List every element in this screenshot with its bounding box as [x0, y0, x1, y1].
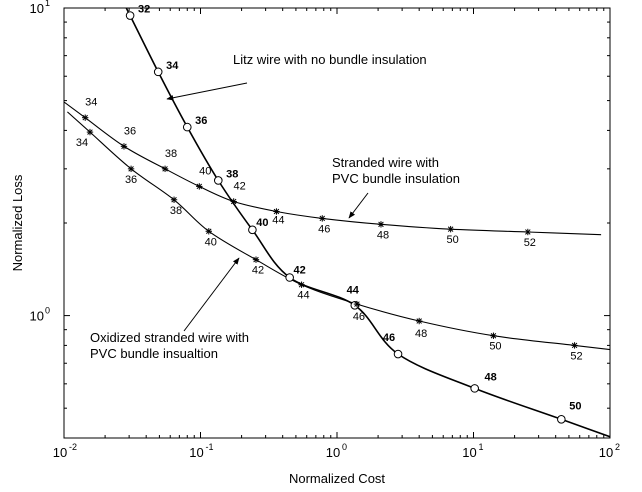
point-label-oxidized_pvc: 44 — [297, 290, 309, 302]
point-label-stranded_pvc: 38 — [165, 148, 177, 160]
point-label-oxidized_pvc: 42 — [252, 265, 264, 277]
annotation-arrow-stranded_pvc — [348, 192, 369, 219]
data-point-oxidized_pvc — [353, 300, 361, 308]
data-labels: 32 34 36 38 40 42 44 46 48 50 34 36 38 40 42 44 46 48 50 52… — [76, 4, 583, 413]
data-point-stranded_pvc — [524, 228, 532, 236]
point-label-litz: 34 — [166, 60, 179, 72]
data-point-litz — [393, 349, 403, 359]
x-tick-label: 10 — [462, 445, 476, 460]
data-point-stranded_pvc — [82, 114, 89, 121]
point-label-stranded_pvc: 44 — [272, 214, 284, 226]
annotation-arrow-litz — [166, 82, 248, 101]
data-point-litz — [470, 384, 479, 393]
point-label-litz: 38 — [226, 168, 238, 180]
data-point-stranded_pvc — [319, 215, 326, 222]
point-label-litz: 40 — [256, 217, 268, 229]
point-label-stranded_pvc: 42 — [234, 180, 246, 192]
annotation-stranded_pvc: Stranded wire with — [332, 155, 439, 170]
data-point-litz — [213, 176, 223, 185]
data-point-oxidized_pvc — [205, 228, 212, 235]
point-label-litz: 50 — [569, 400, 581, 412]
x-axis-title: Normalized Cost — [289, 471, 385, 486]
annotation-arrow-oxidized_pvc — [183, 257, 240, 332]
point-label-stranded_pvc: 40 — [199, 165, 211, 177]
y-tick-label-exponent: 0 — [45, 306, 50, 316]
point-label-stranded_pvc: 34 — [85, 97, 97, 109]
annotation-oxidized_pvc: PVC bundle insualtion — [90, 346, 218, 361]
data-point-stranded_pvc — [377, 221, 385, 228]
data-point-stranded_pvc — [196, 183, 203, 190]
markers — [82, 11, 578, 424]
x-tick-label: 10 — [599, 445, 613, 460]
annotation-oxidized_pvc: Oxidized stranded wire with — [90, 330, 249, 345]
point-label-litz: 44 — [347, 284, 360, 296]
data-point-litz — [557, 415, 566, 424]
point-label-stranded_pvc: 50 — [447, 234, 459, 246]
data-point-stranded_pvc — [273, 208, 280, 215]
data-point-oxidized_pvc — [571, 342, 578, 349]
data-point-oxidized_pvc — [127, 165, 135, 173]
point-label-oxidized_pvc: 46 — [353, 311, 365, 323]
point-label-oxidized_pvc: 48 — [415, 328, 427, 340]
point-label-litz: 36 — [195, 115, 207, 127]
point-label-litz: 46 — [383, 332, 395, 344]
point-label-stranded_pvc: 36 — [124, 125, 136, 137]
data-point-litz — [248, 225, 257, 235]
data-point-oxidized_pvc — [415, 317, 423, 325]
point-label-stranded_pvc: 48 — [377, 229, 389, 241]
point-label-oxidized_pvc: 52 — [570, 350, 582, 362]
point-label-oxidized_pvc: 50 — [489, 341, 501, 353]
y-tick-label: 10 — [30, 309, 44, 324]
data-point-oxidized_pvc — [170, 196, 178, 203]
point-label-oxidized_pvc: 36 — [125, 174, 137, 186]
point-label-litz: 48 — [485, 371, 497, 383]
x-tick-label: 10 — [53, 445, 67, 460]
data-point-oxidized_pvc — [298, 281, 305, 288]
data-point-litz — [285, 273, 294, 282]
plot-area — [63, 7, 611, 439]
x-tick-label-exponent: 2 — [615, 442, 620, 452]
y-tick-label-exponent: 1 — [45, 0, 50, 8]
data-point-litz — [125, 11, 135, 20]
data-point-oxidized_pvc — [252, 256, 260, 263]
point-label-litz: 42 — [294, 264, 306, 276]
x-tick-label-exponent: 0 — [342, 442, 347, 452]
data-point-litz — [182, 122, 192, 132]
data-point-litz — [153, 67, 163, 77]
point-label-litz: 32 — [138, 4, 150, 16]
annotation-stranded_pvc: PVC bundle insulation — [332, 171, 460, 186]
data-point-oxidized_pvc — [86, 128, 94, 136]
ticks: 10 -2 10 -1 10 0 10 1 10 210 010 1 — [30, 0, 620, 460]
data-point-stranded_pvc — [161, 165, 169, 173]
annotation-litz: Litz wire with no bundle insulation — [233, 52, 427, 67]
x-tick-label-exponent: -1 — [206, 442, 214, 452]
x-tick-label-exponent: 1 — [479, 442, 484, 452]
point-label-oxidized_pvc: 38 — [170, 205, 182, 217]
y-axis-title: Normalized Loss — [10, 174, 25, 271]
data-point-stranded_pvc — [120, 143, 128, 150]
data-point-litz — [350, 301, 360, 310]
point-label-stranded_pvc: 46 — [318, 223, 330, 235]
point-label-stranded_pvc: 52 — [524, 237, 536, 249]
x-tick-label: 10 — [326, 445, 340, 460]
data-point-stranded_pvc — [230, 198, 237, 205]
annotations: Litz wire with no bundle insulation Stran… — [90, 52, 460, 361]
y-tick-label: 10 — [30, 1, 44, 16]
point-label-oxidized_pvc: 40 — [205, 236, 217, 248]
data-point-oxidized_pvc — [490, 332, 497, 339]
x-tick-label: 10 — [189, 445, 203, 460]
data-point-stranded_pvc — [447, 225, 454, 233]
x-tick-label-exponent: -2 — [69, 442, 77, 452]
point-label-oxidized_pvc: 34 — [76, 137, 88, 149]
